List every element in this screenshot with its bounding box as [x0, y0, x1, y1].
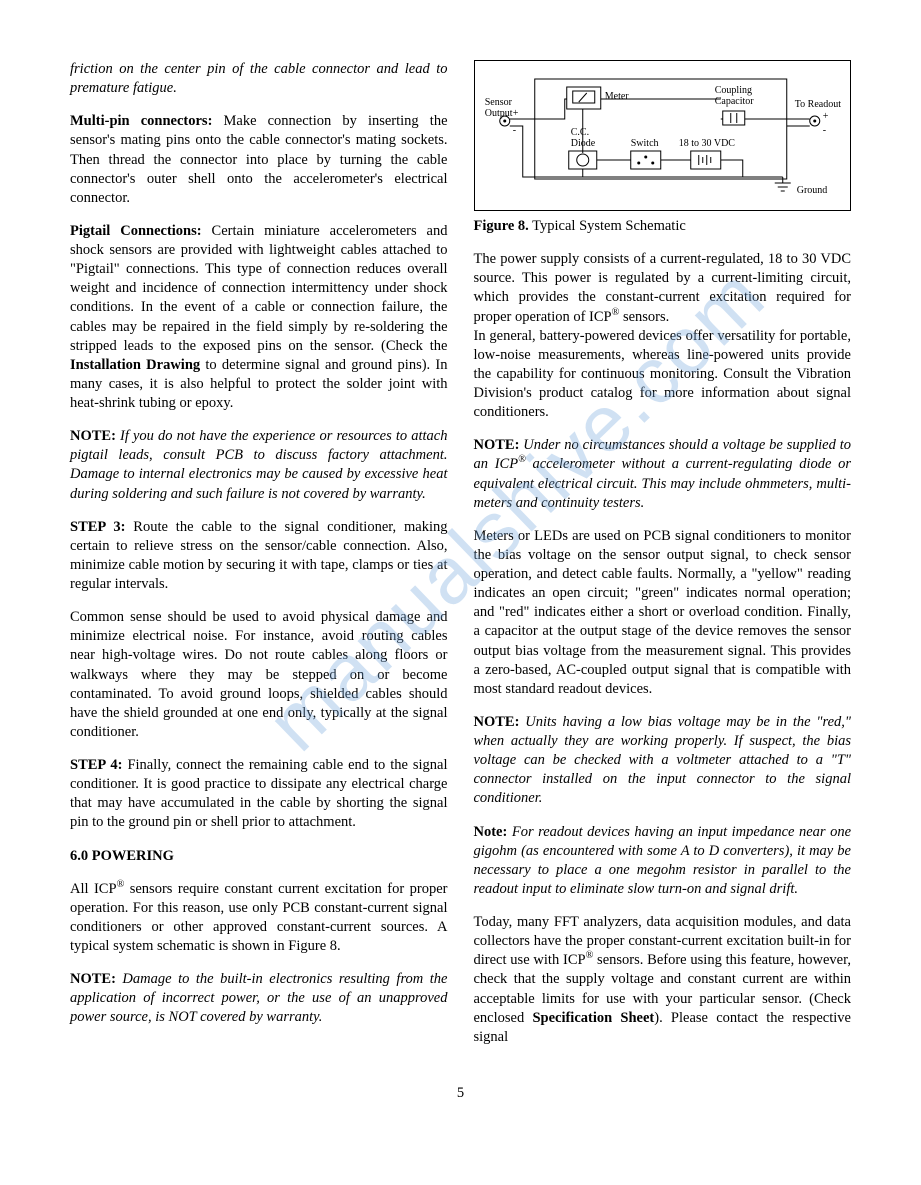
p-in-general: In general, battery-powered devices offe…: [474, 327, 852, 423]
p-today-fft: Today, many FFT analyzers, data acquisit…: [474, 913, 852, 1047]
svg-text:Output: Output: [484, 108, 512, 119]
p-step3: STEP 3: Route the cable to the signal co…: [70, 518, 448, 595]
right-column: Sensor Output + - Meter Coupling Capacit…: [474, 60, 852, 1061]
p-step4: STEP 4: Finally, connect the remaining c…: [70, 756, 448, 833]
installation-drawing: Installation Drawing: [70, 357, 200, 373]
p-note-damage: NOTE: Damage to the built-in electronics…: [70, 970, 448, 1027]
heading-powering-text: 6.0 POWERING: [70, 848, 174, 864]
page-number: 5: [0, 1084, 921, 1103]
lbl-cc: C.C.: [570, 127, 588, 138]
note-body-2: Damage to the built-in electronics resul…: [70, 971, 448, 1025]
note3-b: accelerometer without a current-regulati…: [474, 456, 852, 510]
figure-8-caption: Figure 8. Typical System Schematic: [474, 217, 852, 236]
heading-powering: 6.0 POWERING: [70, 847, 448, 866]
all-icp-b: sensors require constant current excitat…: [70, 881, 448, 954]
note5-body: For readout devices having an input impe…: [474, 824, 852, 897]
lbl-coupling: Coupling: [714, 85, 751, 96]
note-label-1: NOTE:: [70, 428, 116, 444]
p-multipin: Multi-pin connectors: Make connection by…: [70, 112, 448, 208]
note-label-4: NOTE:: [474, 714, 520, 730]
p-friction-fragment: friction on the center pin of the cable …: [70, 60, 448, 98]
pigtail-lead: Pigtail Connections:: [70, 223, 202, 239]
note-label-2: NOTE:: [70, 971, 116, 987]
all-icp-a: All ICP: [70, 881, 117, 897]
lbl-meter: Meter: [604, 91, 629, 102]
p-note-impedance: Note: For readout devices having an inpu…: [474, 823, 852, 900]
ps-b: sensors.: [619, 309, 669, 325]
two-column-layout: friction on the center pin of the cable …: [70, 60, 851, 1061]
svg-text:-: -: [822, 125, 825, 136]
step4-body: Finally, connect the remaining cable end…: [70, 757, 448, 830]
note-body-1: If you do not have the experience or res…: [70, 428, 448, 501]
p-note-pigtail: NOTE: If you do not have the experience …: [70, 427, 448, 504]
fig8-label: Figure 8.: [474, 218, 529, 234]
lbl-readout: To Readout: [794, 99, 840, 110]
svg-text:Diode: Diode: [570, 138, 595, 149]
spec-sheet: Specification Sheet: [532, 1010, 654, 1026]
lbl-vdc: 18 to 30 VDC: [678, 138, 735, 149]
note-label-3: NOTE:: [474, 437, 520, 453]
p-pigtail: Pigtail Connections: Certain miniature a…: [70, 222, 448, 413]
step3-body: Route the cable to the signal conditione…: [70, 519, 448, 592]
step4-lead: STEP 4:: [70, 757, 123, 773]
svg-text:+: +: [822, 111, 828, 122]
lbl-ground: Ground: [796, 185, 827, 196]
pigtail-body-a: Certain miniature accelerometers and sho…: [70, 223, 448, 354]
fig8-rest: Typical System Schematic: [529, 218, 686, 234]
step3-lead: STEP 3:: [70, 519, 125, 535]
note4-body: Units having a low bias voltage may be i…: [474, 714, 852, 807]
p-common-sense: Common sense should be used to avoid phy…: [70, 608, 448, 742]
p-note-voltage: NOTE: Under no circumstances should a vo…: [474, 436, 852, 513]
schematic-svg: Sensor Output + - Meter Coupling Capacit…: [481, 69, 845, 201]
p-meters-leds: Meters or LEDs are used on PCB signal co…: [474, 527, 852, 699]
svg-text:Capacitor: Capacitor: [714, 96, 754, 107]
p-all-icp: All ICP® sensors require constant curren…: [70, 880, 448, 957]
svg-text:+: +: [512, 108, 518, 119]
figure-8-schematic: Sensor Output + - Meter Coupling Capacit…: [474, 60, 852, 211]
p-note-low-bias: NOTE: Units having a low bias voltage ma…: [474, 713, 852, 809]
multipin-lead: Multi-pin connectors:: [70, 113, 212, 129]
left-column: friction on the center pin of the cable …: [70, 60, 448, 1061]
note-label-5: Note:: [474, 824, 508, 840]
lbl-sensor-output: Sensor: [484, 97, 512, 108]
reg-mark-3: ®: [518, 455, 526, 466]
p-power-supply: The power supply consists of a current-r…: [474, 250, 852, 327]
svg-text:-: -: [512, 125, 515, 136]
lbl-switch: Switch: [630, 138, 658, 149]
